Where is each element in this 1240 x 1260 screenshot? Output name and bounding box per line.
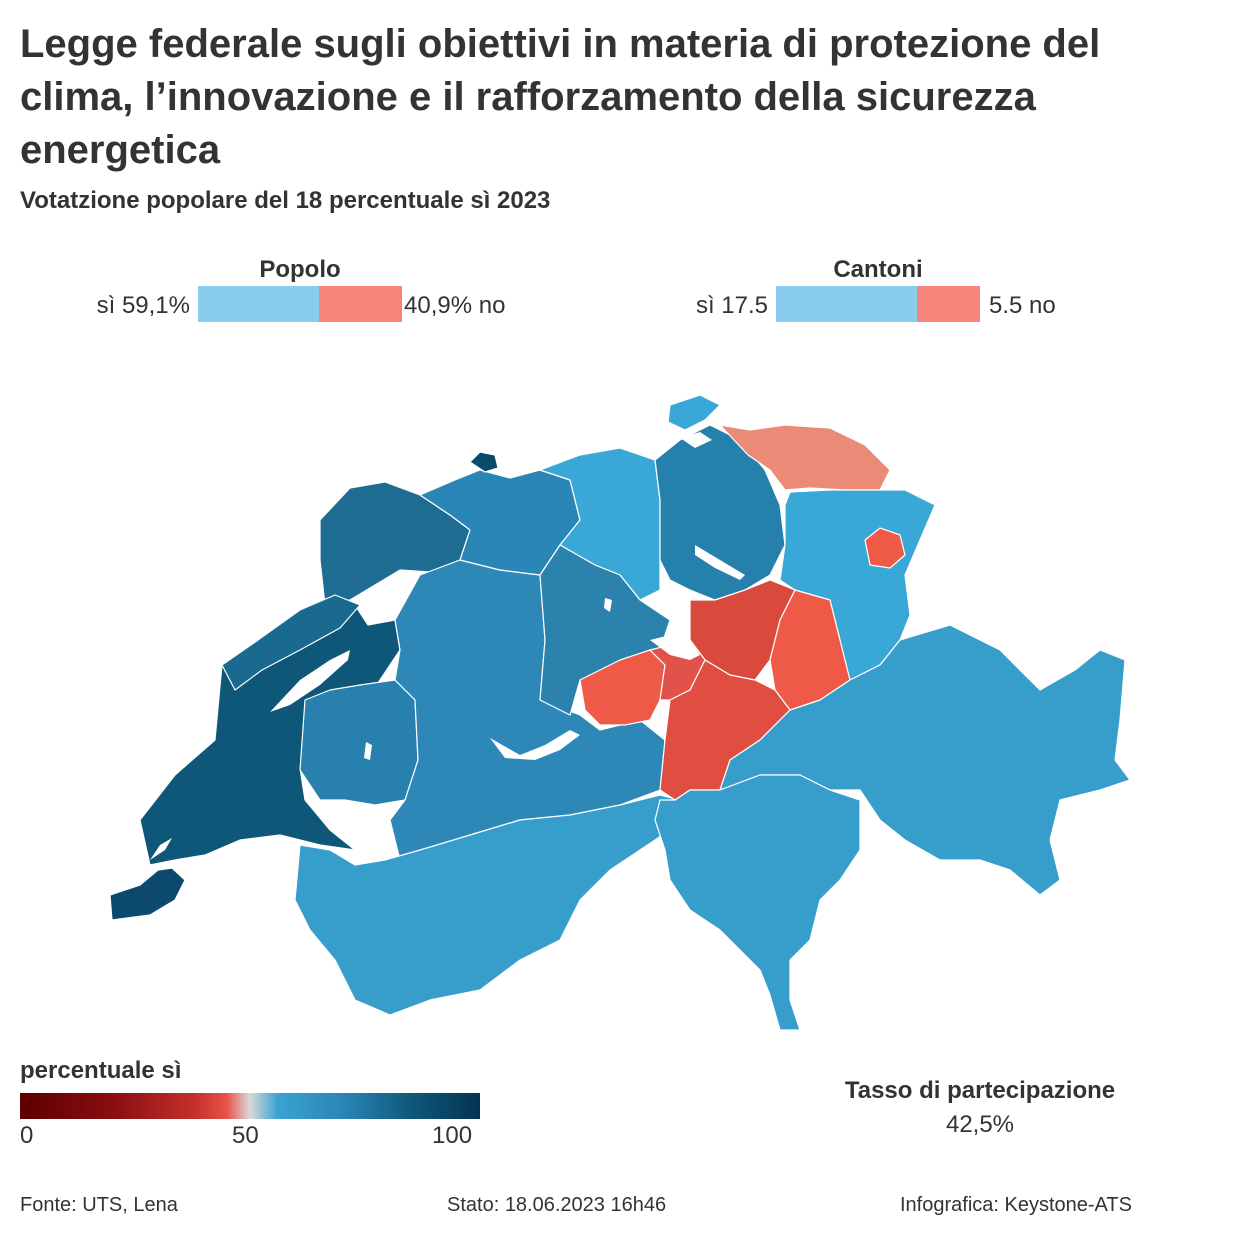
popolo-no-segment	[318, 286, 402, 322]
footer-source: Fonte: UTS, Lena	[20, 1194, 178, 1216]
legend-tick-100: 100	[432, 1122, 473, 1149]
lake-thun-brienz	[490, 730, 580, 760]
cantoni-bar	[776, 286, 980, 322]
legend-tick-0: 0	[20, 1122, 34, 1149]
popolo-bar	[198, 286, 402, 322]
chart-title: Legge federale sugli obiettivi in materi…	[20, 22, 1101, 172]
cantoni-yes-text: sì 17.5	[695, 292, 768, 319]
cantoni-no-segment	[917, 286, 980, 322]
lake-neuchatel	[270, 650, 350, 712]
lake-geneva	[150, 838, 172, 860]
turnout-label: Tasso di partecipazione	[844, 1077, 1116, 1104]
region-graubuenden	[719, 624, 1131, 896]
cantoni-label: Cantoni	[833, 256, 923, 283]
legend-title: percentuale sì	[20, 1057, 182, 1084]
region-zurich	[654, 424, 786, 601]
popolo-result: Popolo sì 59,1% 40,9% no	[60, 256, 580, 326]
popolo-yes-text: sì 59,1%	[96, 292, 190, 319]
lake-constance-inner	[680, 432, 712, 448]
lake-morat	[364, 742, 372, 760]
popolo-yes-segment	[198, 286, 319, 322]
footer-status: Stato: 18.06.2023 16h46	[447, 1194, 667, 1216]
region-basel	[469, 451, 499, 473]
region-aargau	[539, 447, 661, 601]
map-svg	[109, 394, 1131, 1031]
region-appenzell	[864, 527, 906, 569]
footer-credit: Infografica: Keystone-ATS	[900, 1194, 1132, 1216]
region-geneva	[109, 867, 186, 921]
region-fribourg	[299, 679, 419, 806]
region-neuchatel	[221, 594, 361, 691]
lake-sempach	[604, 598, 612, 612]
cantoni-result: Cantoni sì 17.5 5.5 no	[660, 256, 1180, 326]
region-schaffhausen	[667, 394, 721, 431]
region-valais	[294, 794, 681, 1016]
lake-zurich	[695, 545, 745, 580]
region-obwalden	[579, 649, 666, 726]
switzerland-map	[0, 370, 1240, 1050]
popolo-label: Popolo	[259, 256, 341, 283]
chart-subtitle: Votatzione popolare del 18 percentuale s…	[20, 187, 551, 214]
region-ticino	[654, 774, 861, 1031]
legend-color-scale	[20, 1093, 480, 1119]
cantoni-yes-segment	[776, 286, 918, 322]
lake-lucerne	[650, 635, 700, 660]
turnout-value: 42,5%	[945, 1111, 1015, 1138]
legend-tick-50: 50	[232, 1122, 259, 1149]
popolo-no-text: 40,9% no	[404, 292, 506, 319]
cantoni-no-text: 5.5 no	[989, 292, 1056, 319]
